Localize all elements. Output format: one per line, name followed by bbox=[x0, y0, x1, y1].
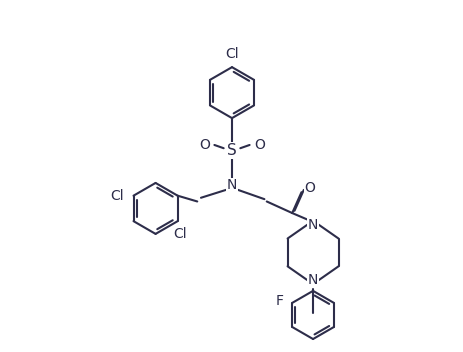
Text: O: O bbox=[254, 138, 265, 152]
Text: N: N bbox=[226, 178, 237, 192]
Text: O: O bbox=[198, 138, 209, 152]
Text: Cl: Cl bbox=[173, 227, 187, 241]
Text: O: O bbox=[304, 181, 314, 195]
Text: Cl: Cl bbox=[225, 47, 238, 61]
Text: S: S bbox=[226, 143, 237, 158]
Text: Cl: Cl bbox=[110, 189, 124, 203]
Text: F: F bbox=[275, 294, 282, 308]
Text: N: N bbox=[307, 273, 318, 287]
Text: N: N bbox=[307, 218, 318, 232]
